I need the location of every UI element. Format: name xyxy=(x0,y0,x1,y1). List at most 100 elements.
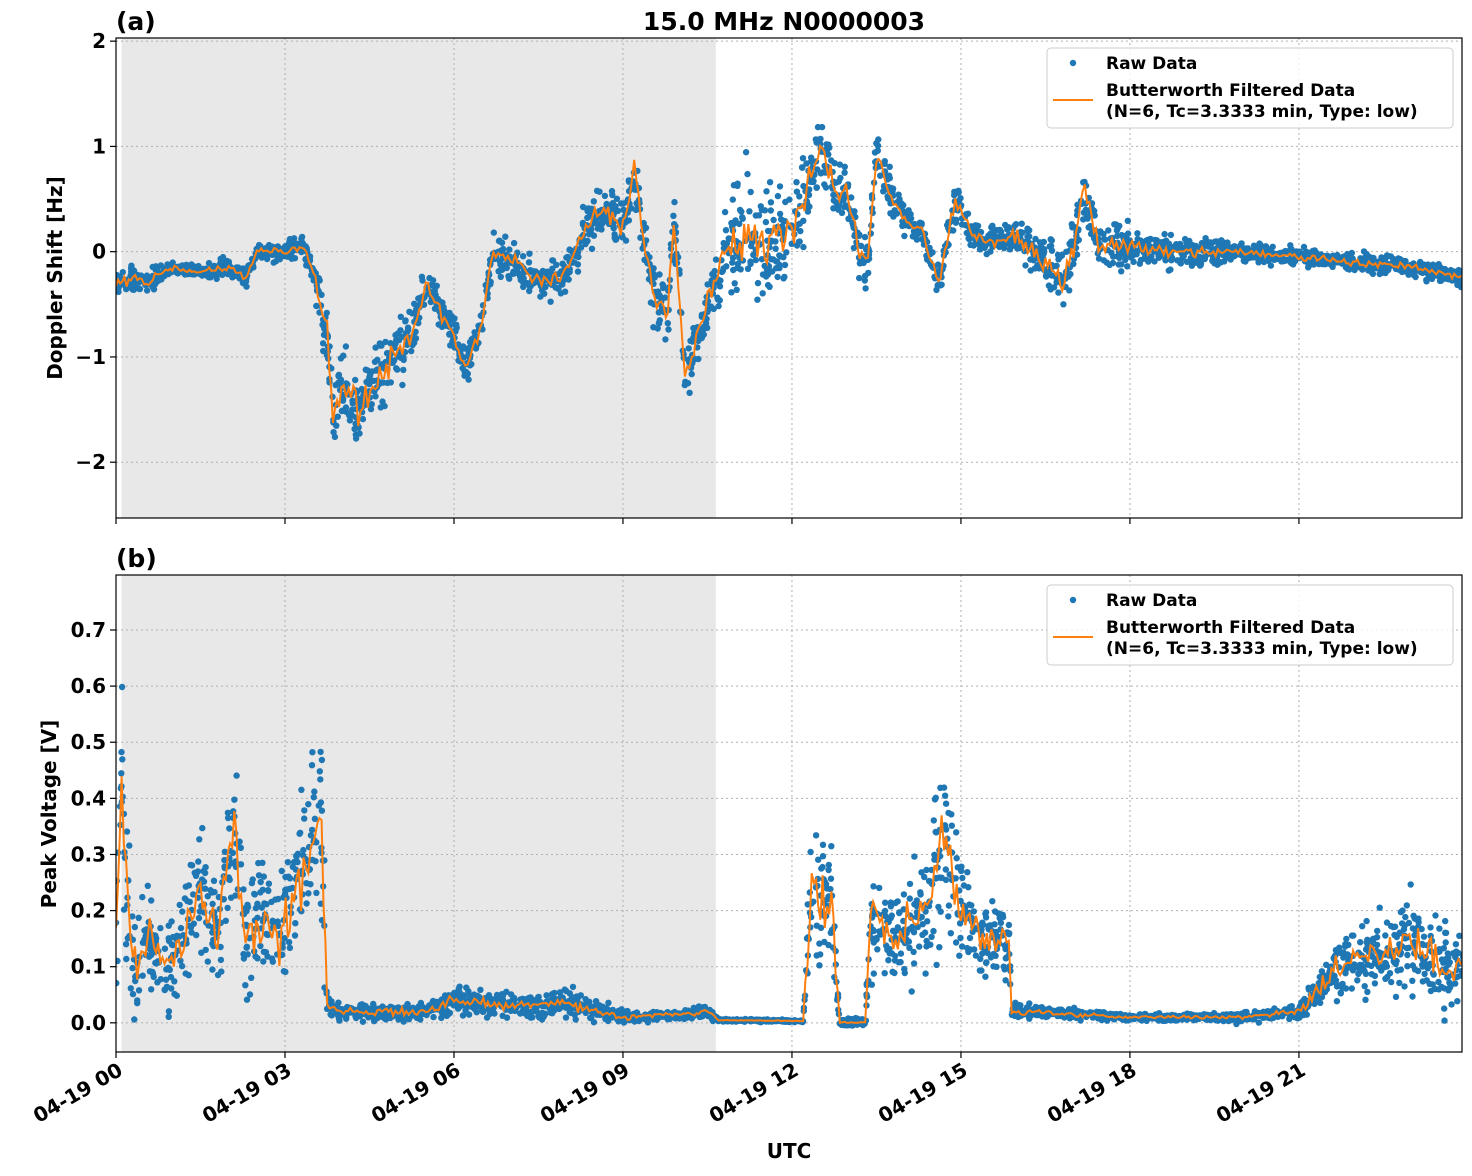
raw-point xyxy=(286,939,292,945)
raw-point xyxy=(118,749,124,755)
raw-point xyxy=(780,218,786,224)
raw-point xyxy=(317,749,323,755)
raw-point xyxy=(823,184,829,190)
raw-point xyxy=(542,284,548,290)
raw-point xyxy=(851,245,857,251)
raw-point xyxy=(988,954,994,960)
raw-point xyxy=(333,382,339,388)
legend-entry: Butterworth Filtered Data xyxy=(1106,81,1355,101)
raw-point xyxy=(157,925,163,931)
raw-point xyxy=(413,335,419,341)
raw-point xyxy=(1006,930,1012,936)
raw-point xyxy=(928,934,934,940)
raw-point xyxy=(526,259,532,265)
raw-point xyxy=(611,225,617,231)
raw-point xyxy=(732,280,738,286)
raw-point xyxy=(285,859,291,865)
raw-point xyxy=(271,259,277,265)
raw-point xyxy=(695,356,701,362)
raw-point xyxy=(746,208,752,214)
raw-point xyxy=(887,175,893,181)
y-tick-label: −2 xyxy=(75,450,106,474)
raw-point xyxy=(1196,258,1202,264)
raw-point xyxy=(1161,231,1167,237)
raw-point xyxy=(807,849,813,855)
raw-point xyxy=(130,991,136,997)
raw-point xyxy=(559,261,565,267)
raw-point xyxy=(305,890,311,896)
raw-point xyxy=(245,951,251,957)
raw-point xyxy=(1436,261,1442,267)
raw-point xyxy=(498,274,504,280)
raw-point xyxy=(279,868,285,874)
raw-point xyxy=(340,353,346,359)
raw-point xyxy=(594,188,600,194)
raw-point xyxy=(919,932,925,938)
raw-point xyxy=(311,788,317,794)
raw-point xyxy=(949,823,955,829)
raw-point xyxy=(299,234,305,240)
raw-point xyxy=(426,275,432,281)
raw-point xyxy=(206,260,212,266)
raw-point xyxy=(797,238,803,244)
raw-point xyxy=(948,811,954,817)
raw-point xyxy=(491,229,497,235)
raw-point xyxy=(1118,261,1124,267)
raw-point xyxy=(836,202,842,208)
raw-point xyxy=(767,179,773,185)
raw-point xyxy=(119,756,125,762)
raw-point xyxy=(179,963,185,969)
raw-point xyxy=(393,365,399,371)
raw-point xyxy=(193,873,199,879)
raw-point xyxy=(1111,221,1117,227)
raw-point xyxy=(141,927,147,933)
raw-point xyxy=(1193,243,1199,249)
raw-point xyxy=(166,1008,172,1014)
raw-point xyxy=(327,1011,333,1017)
raw-point xyxy=(938,282,944,288)
raw-point xyxy=(1430,262,1436,268)
raw-point xyxy=(446,310,452,316)
raw-point xyxy=(828,157,834,163)
raw-point xyxy=(910,949,916,955)
raw-point xyxy=(841,194,847,200)
raw-point xyxy=(670,213,676,219)
y-tick-label: 0.6 xyxy=(71,674,106,698)
raw-point xyxy=(165,965,171,971)
raw-point xyxy=(263,949,269,955)
raw-point xyxy=(623,237,629,243)
raw-point xyxy=(431,999,437,1005)
raw-point xyxy=(257,943,263,949)
raw-point xyxy=(119,684,125,690)
raw-point xyxy=(526,251,532,257)
raw-point xyxy=(1026,227,1032,233)
raw-point xyxy=(1134,230,1140,236)
raw-point xyxy=(914,897,920,903)
raw-point xyxy=(1370,255,1376,261)
raw-point xyxy=(1012,222,1018,228)
shaded-region xyxy=(122,575,716,1052)
raw-point xyxy=(1218,259,1224,265)
raw-point xyxy=(782,262,788,268)
raw-point xyxy=(898,950,904,956)
raw-point xyxy=(1118,268,1124,274)
raw-point xyxy=(814,184,820,190)
raw-point xyxy=(907,881,913,887)
raw-point xyxy=(233,772,239,778)
raw-point xyxy=(177,902,183,908)
raw-point xyxy=(813,832,819,838)
raw-point xyxy=(1306,262,1312,268)
raw-point xyxy=(828,876,834,882)
raw-point xyxy=(997,227,1003,233)
raw-point xyxy=(1001,964,1007,970)
raw-point xyxy=(524,1013,530,1019)
y-tick-label: 0.4 xyxy=(71,786,106,810)
raw-point xyxy=(547,299,553,305)
raw-point xyxy=(604,201,610,207)
raw-point xyxy=(943,866,949,872)
raw-point xyxy=(129,965,135,971)
raw-point xyxy=(730,196,736,202)
raw-point xyxy=(170,259,176,265)
raw-point xyxy=(227,877,233,883)
raw-point xyxy=(566,246,572,252)
